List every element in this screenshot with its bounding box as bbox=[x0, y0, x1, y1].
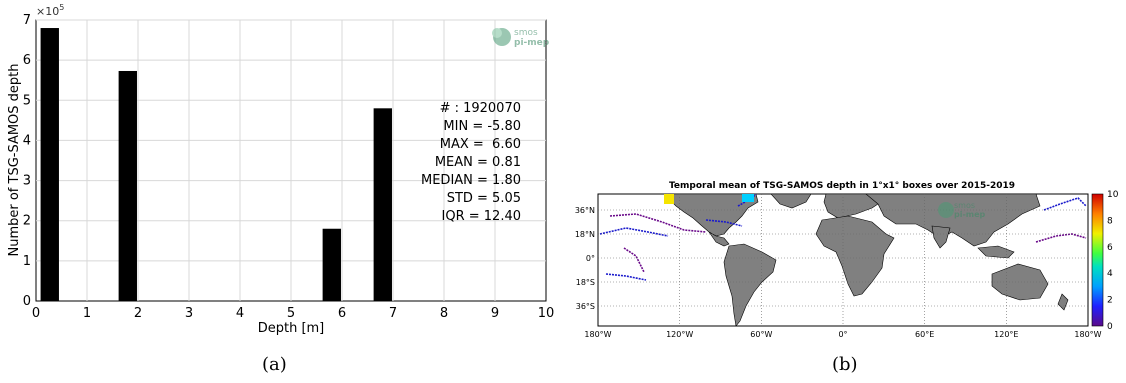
east-coast-values bbox=[742, 194, 754, 202]
histogram-bar bbox=[373, 108, 392, 301]
colorbar-tick-label: 10 bbox=[1107, 190, 1119, 200]
map-x-tick-label: 180°W bbox=[584, 330, 611, 339]
y-tick-label: 3 bbox=[23, 174, 31, 189]
continent-australia bbox=[991, 263, 1049, 301]
histogram-bar bbox=[40, 28, 59, 302]
logo-line2: pi-mep bbox=[514, 38, 550, 48]
x-tick-label: 9 bbox=[491, 306, 499, 321]
stat-max: MAX = 6.60 bbox=[440, 137, 521, 152]
track-pacific-north bbox=[609, 213, 707, 233]
x-tick-label: 0 bbox=[32, 306, 40, 321]
continent-india bbox=[931, 225, 951, 249]
stat-mean: MEAN = 0.81 bbox=[435, 155, 521, 170]
world-map-chart: Temporal mean of TSG-SAMOS depth in 1°x1… bbox=[575, 181, 1119, 339]
x-tick-label: 2 bbox=[134, 306, 142, 321]
x-axis-label: Depth [m] bbox=[258, 321, 325, 336]
stat-median: MEDIAN = 1.80 bbox=[421, 173, 521, 188]
x-tick-labels: 0 1 2 3 4 5 6 7 8 9 10 bbox=[32, 306, 554, 321]
map-x-tick-label: 120°W bbox=[666, 330, 693, 339]
x-tick-label: 6 bbox=[338, 306, 346, 321]
map-x-tick-label: 180°W bbox=[1074, 330, 1101, 339]
map-y-tick-label: 0° bbox=[586, 254, 595, 263]
map-logo-line2: pi-mep bbox=[954, 210, 986, 219]
track-pacific-mid bbox=[623, 247, 645, 273]
colorbar-tick-label: 0 bbox=[1107, 322, 1113, 332]
smos-logo: smos pi-mep bbox=[492, 28, 550, 48]
x-tick-label: 3 bbox=[185, 306, 193, 321]
y-tick-label: 6 bbox=[23, 53, 31, 68]
map-y-tick-label: 18°N bbox=[575, 230, 595, 239]
colorbar bbox=[1091, 193, 1104, 327]
panel-label-a: (a) bbox=[262, 354, 287, 375]
x-tick-label: 4 bbox=[236, 306, 244, 321]
x-tick-label: 1 bbox=[83, 306, 91, 321]
continent-central-america bbox=[708, 231, 730, 247]
continent-greenland bbox=[770, 194, 812, 209]
map-x-tick-label: 120°E bbox=[994, 330, 1018, 339]
colorbar-tick-label: 2 bbox=[1107, 296, 1113, 306]
stat-iqr: IQR = 12.40 bbox=[442, 209, 521, 224]
map-x-tick-label: 0° bbox=[838, 330, 847, 339]
y-tick-label: 0 bbox=[23, 294, 31, 309]
histogram-bar bbox=[118, 70, 137, 301]
west-coast-high-values bbox=[664, 194, 674, 204]
colorbar-tick-labels: 0 2 4 6 8 10 bbox=[1107, 190, 1119, 332]
y-multiplier: ×105 bbox=[36, 3, 64, 18]
y-tick-label: 2 bbox=[23, 214, 31, 229]
stat-count: # : 1920070 bbox=[440, 101, 521, 116]
x-tick-label: 8 bbox=[440, 306, 448, 321]
histogram-bar bbox=[322, 228, 341, 301]
map-smos-logo: smos pi-mep bbox=[938, 201, 986, 219]
stat-std: STD = 5.05 bbox=[447, 191, 521, 206]
y-tick-label: 1 bbox=[23, 254, 31, 269]
y-tick-labels: 0 1 2 3 4 5 6 7 bbox=[23, 13, 31, 309]
map-y-tick-label: 18°S bbox=[576, 278, 595, 287]
map-y-tick-label: 36°S bbox=[576, 302, 595, 311]
histogram-chart: 0 1 2 3 4 5 6 7 8 9 10 0 1 2 3 4 5 6 7 ×105 Depth [m] Num… bbox=[7, 3, 554, 336]
y-tick-label: 7 bbox=[23, 13, 31, 28]
y-tick-label: 5 bbox=[23, 93, 31, 108]
map-x-tick-labels: 180°W 120°W 60°W 0° 60°E 120°E 180°W bbox=[584, 330, 1101, 339]
stat-min: MIN = -5.80 bbox=[443, 119, 521, 134]
continent-south-america bbox=[723, 243, 777, 326]
track-pacific-south bbox=[605, 273, 647, 281]
colorbar-tick-label: 4 bbox=[1107, 269, 1113, 279]
continent-se-asia bbox=[977, 245, 1015, 259]
logo-line1: smos bbox=[514, 28, 538, 38]
y-tick-label: 4 bbox=[23, 133, 31, 148]
map-y-tick-label: 36°N bbox=[575, 206, 595, 215]
y-axis-label: Number of TSG-SAMOS depth bbox=[7, 63, 22, 256]
land-masses bbox=[665, 194, 1069, 326]
map-x-tick-label: 60°W bbox=[750, 330, 772, 339]
continent-asia bbox=[865, 194, 1041, 247]
x-tick-label: 10 bbox=[538, 306, 555, 321]
track-pacific-west bbox=[599, 227, 669, 237]
stats-block: # : 1920070 MIN = -5.80 MAX = 6.60 MEAN … bbox=[421, 101, 521, 224]
continent-africa bbox=[815, 215, 895, 297]
map-grid bbox=[598, 194, 1088, 326]
track-gulf bbox=[705, 219, 743, 227]
map-logo-line1: smos bbox=[954, 201, 975, 210]
map-y-tick-labels: 36°N 18°N 0° 18°S 36°S bbox=[575, 206, 595, 311]
bars bbox=[40, 28, 392, 302]
map-title: Temporal mean of TSG-SAMOS depth in 1°x1… bbox=[669, 181, 1015, 191]
panel-label-b: (b) bbox=[832, 354, 858, 375]
track-indian-ocean bbox=[1035, 233, 1087, 243]
colorbar-tick-label: 6 bbox=[1107, 243, 1113, 253]
continent-north-america bbox=[665, 194, 759, 237]
x-tick-label: 5 bbox=[287, 306, 295, 321]
colorbar-tick-label: 8 bbox=[1107, 216, 1113, 226]
map-x-tick-label: 60°E bbox=[915, 330, 934, 339]
x-tick-label: 7 bbox=[389, 306, 397, 321]
